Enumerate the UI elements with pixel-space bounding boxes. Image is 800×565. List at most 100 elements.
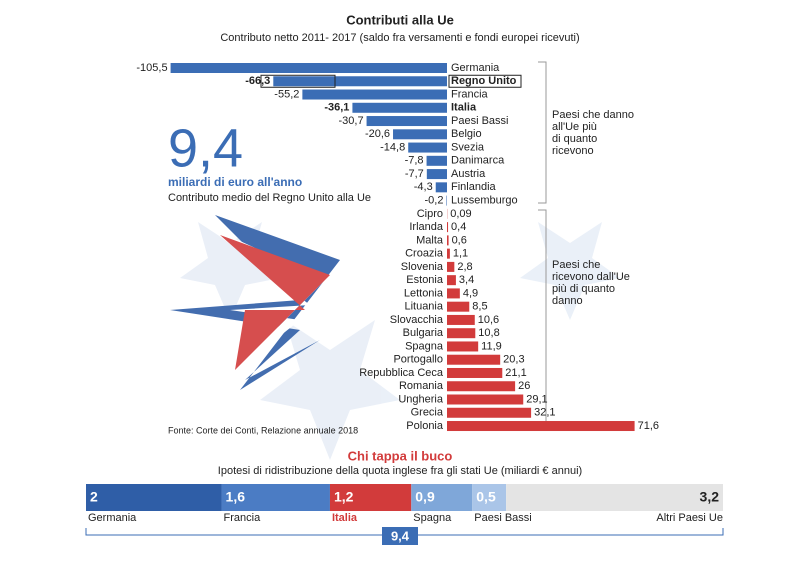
- big-number-note: Contributo medio del Regno Unito alla Ue: [168, 192, 371, 204]
- bar-segment: [472, 484, 507, 511]
- value-label: 0,5: [476, 489, 496, 505]
- value-label: -105,5: [136, 62, 167, 74]
- value-label: 71,6: [638, 420, 659, 432]
- big-number: 9,4: [168, 118, 243, 178]
- category-label: Altri Paesi Ue: [656, 512, 723, 524]
- bar: [302, 89, 447, 100]
- category-label: Slovenia: [401, 261, 444, 273]
- category-label: Austria: [451, 168, 486, 180]
- category-label: Belgio: [451, 128, 482, 140]
- group-label: Paesi che: [552, 259, 600, 271]
- category-label: Estonia: [406, 274, 444, 286]
- category-label: Cipro: [417, 208, 443, 220]
- value-label: 2,8: [457, 261, 472, 273]
- bar-segment: [506, 484, 723, 511]
- bar: [435, 182, 447, 193]
- highlight-box: [448, 74, 522, 88]
- group-label: danno: [552, 295, 583, 307]
- value-label: 26: [518, 380, 530, 392]
- bar: [447, 381, 516, 392]
- category-label: Germania: [88, 512, 137, 524]
- value-label: 0,6: [452, 234, 467, 246]
- category-label: Danimarca: [451, 155, 505, 167]
- value-label: 21,1: [505, 367, 526, 379]
- total-box: [382, 527, 418, 545]
- group-label: ricevono dall'Ue: [552, 271, 630, 283]
- value-label: -14,8: [380, 141, 405, 153]
- category-label: Paesi Bassi: [451, 115, 508, 127]
- bar: [447, 235, 449, 246]
- category-label: Spagna: [413, 512, 452, 524]
- category-label: Ungheria: [398, 393, 444, 405]
- value-label: 1,6: [226, 489, 246, 505]
- value-label: 2: [90, 489, 98, 505]
- category-label: Finlandia: [451, 181, 497, 193]
- category-label: Portogallo: [393, 354, 443, 366]
- bar: [447, 314, 475, 325]
- category-label: Repubblica Ceca: [359, 367, 444, 379]
- bar: [447, 301, 470, 312]
- bar: [408, 142, 447, 153]
- group-label: più di quanto: [552, 283, 615, 295]
- decoration: [170, 215, 620, 460]
- category-label: Germania: [451, 62, 500, 74]
- value-label: 0,9: [415, 489, 435, 505]
- bar: [447, 261, 455, 272]
- bar-segment: [221, 484, 330, 511]
- bar-segment: [329, 484, 412, 511]
- bar: [447, 341, 479, 352]
- big-number-caption: miliardi di euro all'anno: [168, 175, 302, 189]
- bar-segment: [411, 484, 473, 511]
- bar: [273, 76, 447, 87]
- group-label: Paesi che danno: [552, 109, 634, 121]
- chart-title: Chi tappa il buco: [348, 448, 453, 463]
- bar-segment: [86, 484, 222, 511]
- category-label: Francia: [224, 512, 262, 524]
- category-label: Svezia: [451, 141, 485, 153]
- category-label: Lussemburgo: [451, 195, 518, 207]
- value-label: 0,09: [450, 208, 471, 220]
- value-label: -30,7: [338, 115, 363, 127]
- value-label: -55,2: [274, 88, 299, 100]
- category-label: Slovacchia: [390, 314, 444, 326]
- bar: [447, 288, 460, 299]
- source: Fonte: Corte dei Conti, Relazione annual…: [168, 425, 358, 435]
- bar: [447, 407, 532, 418]
- value-label: 4,9: [463, 287, 478, 299]
- value-label: -66,3: [245, 75, 270, 87]
- category-label: Italia: [332, 512, 358, 524]
- category-label: Lettonia: [404, 287, 444, 299]
- category-label: Spagna: [405, 340, 444, 352]
- category-label: Bulgaria: [403, 327, 444, 339]
- bar: [447, 354, 501, 365]
- category-label: Francia: [451, 88, 489, 100]
- bar: [447, 367, 503, 378]
- chart-title: Contributi alla Ue: [346, 12, 454, 27]
- total-label: 9,4: [391, 528, 410, 543]
- group-label: di quanto: [552, 133, 597, 145]
- value-label: 8,5: [472, 301, 487, 313]
- category-label: Malta: [416, 234, 444, 246]
- bar: [447, 421, 635, 432]
- category-label: Grecia: [411, 407, 444, 419]
- bar: [447, 328, 476, 339]
- bar: [446, 195, 447, 206]
- category-label: Italia: [451, 102, 477, 114]
- value-label: 29,1: [526, 393, 547, 405]
- value-label: -7,7: [405, 168, 424, 180]
- bar: [366, 116, 447, 127]
- value-label: -0,2: [425, 195, 444, 207]
- group-label: all'Ue più: [552, 121, 597, 133]
- bar: [447, 222, 449, 233]
- value-label: 11,9: [481, 340, 502, 352]
- group-label: ricevono: [552, 145, 594, 157]
- category-label: Lituania: [404, 301, 443, 313]
- category-label: Romania: [399, 380, 444, 392]
- value-label: -7,8: [405, 155, 424, 167]
- bar: [447, 394, 524, 405]
- bar: [426, 169, 447, 180]
- value-label: 3,2: [700, 489, 720, 505]
- value-label: 1,1: [453, 248, 468, 260]
- chart-subtitle: Ipotesi di ridistribuzione della quota i…: [218, 465, 582, 477]
